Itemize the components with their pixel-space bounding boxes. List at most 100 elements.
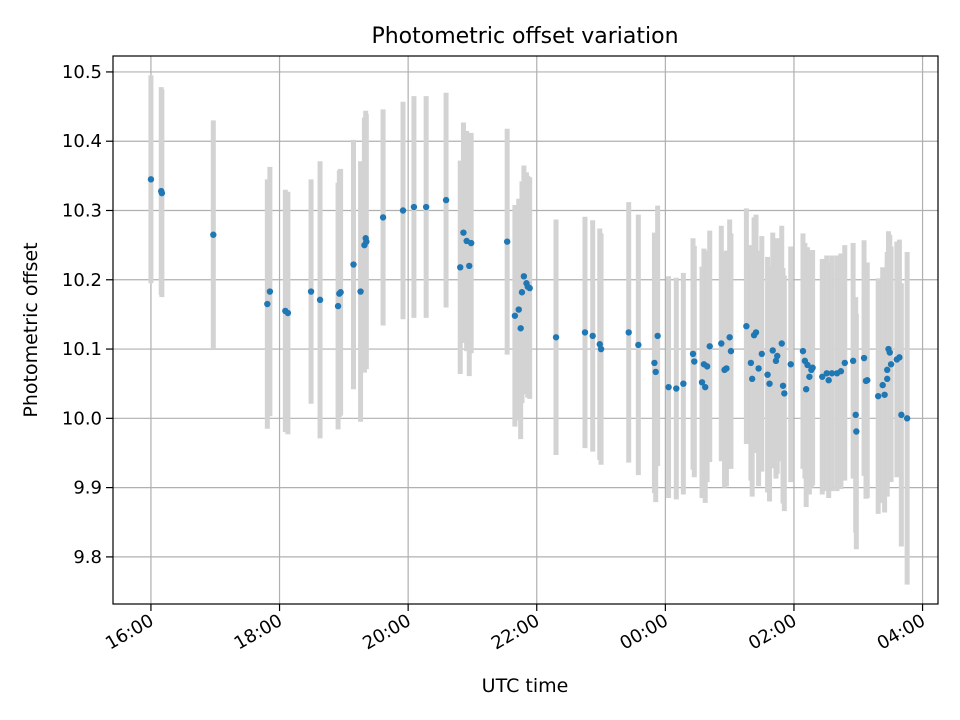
data-point [787, 361, 794, 368]
data-point [526, 284, 533, 292]
data-point [841, 359, 848, 367]
data-point [691, 358, 698, 365]
data-point [552, 334, 560, 341]
data-point [881, 391, 888, 398]
data-point [654, 332, 661, 340]
data-point [806, 373, 813, 380]
data-point [879, 381, 886, 389]
data-point [673, 385, 680, 392]
data-point [334, 302, 342, 310]
y-tick-label: 10.5 [62, 62, 102, 83]
y-tick-label: 10.3 [62, 200, 102, 221]
data-point [828, 370, 836, 377]
data-point [399, 207, 407, 214]
data-point [747, 359, 755, 367]
data-point [887, 361, 895, 368]
data-point [726, 334, 733, 341]
data-point [307, 288, 315, 295]
data-point [819, 373, 826, 380]
y-tick-label: 10.1 [62, 339, 102, 360]
data-point [651, 359, 658, 367]
data-point [520, 273, 528, 280]
data-point [350, 261, 357, 268]
data-point [884, 366, 891, 374]
data-point [652, 368, 659, 376]
data-point [706, 343, 713, 350]
data-point [589, 332, 596, 340]
data-point [581, 329, 589, 336]
data-point [898, 411, 905, 419]
data-point [874, 392, 882, 400]
data-point [781, 390, 788, 397]
data-point [266, 288, 274, 295]
data-point [864, 377, 871, 384]
data-point [804, 361, 811, 369]
data-point [774, 352, 781, 360]
data-point [769, 347, 776, 354]
data-point [698, 379, 706, 386]
data-point [337, 289, 344, 296]
data-point [517, 325, 524, 332]
data-point [518, 289, 526, 296]
data-point [422, 203, 430, 211]
data-point [802, 386, 810, 393]
data-point [635, 341, 642, 349]
y-axis: 9.8 9.9 10.0 10.1 10.2 10.3 10.4 10.5 [62, 62, 113, 568]
data-point [886, 349, 893, 356]
data-point [467, 239, 475, 247]
y-tick-label: 10.2 [62, 270, 102, 291]
data-points [147, 176, 911, 435]
data-point [849, 357, 857, 365]
y-tick-label: 9.8 [73, 547, 102, 568]
x-axis-label: UTC time [482, 675, 569, 697]
data-point [860, 354, 868, 362]
data-point [680, 380, 687, 387]
data-point [752, 329, 760, 336]
data-point [755, 365, 762, 372]
data-point [284, 309, 292, 317]
y-tick-label: 10.4 [62, 131, 102, 152]
data-point [758, 350, 766, 358]
data-point [823, 370, 830, 377]
data-point [852, 411, 859, 419]
data-point [743, 322, 750, 330]
data-point [316, 296, 324, 304]
data-point [896, 354, 903, 361]
data-point [363, 238, 370, 245]
data-point [511, 312, 519, 319]
data-point [357, 288, 364, 295]
data-point [515, 306, 522, 313]
data-point [379, 214, 387, 221]
data-point [410, 203, 418, 211]
data-point [158, 189, 166, 197]
data-point [764, 371, 771, 378]
data-point [727, 347, 735, 355]
data-point [772, 357, 780, 365]
data-point [596, 341, 603, 348]
data-point [779, 382, 787, 389]
data-point [723, 365, 730, 372]
data-point [702, 383, 709, 391]
data-point [689, 350, 697, 358]
data-point [147, 176, 155, 183]
data-point [703, 363, 711, 370]
data-point [778, 340, 785, 347]
plot-frame [112, 55, 939, 605]
data-point [718, 340, 725, 347]
data-point [853, 428, 860, 435]
y-tick-label: 9.9 [73, 478, 102, 499]
data-point [825, 377, 832, 384]
data-point [466, 262, 473, 270]
data-point [799, 347, 807, 355]
data-point [766, 380, 773, 387]
data-point [748, 375, 756, 383]
data-point [597, 345, 605, 353]
data-point [264, 300, 271, 308]
y-axis-label: Photometric offset [20, 242, 42, 417]
y-tick-label: 10.0 [62, 408, 102, 429]
data-point [625, 329, 632, 336]
data-point [884, 375, 891, 383]
data-point [210, 231, 217, 238]
data-point [457, 264, 464, 271]
